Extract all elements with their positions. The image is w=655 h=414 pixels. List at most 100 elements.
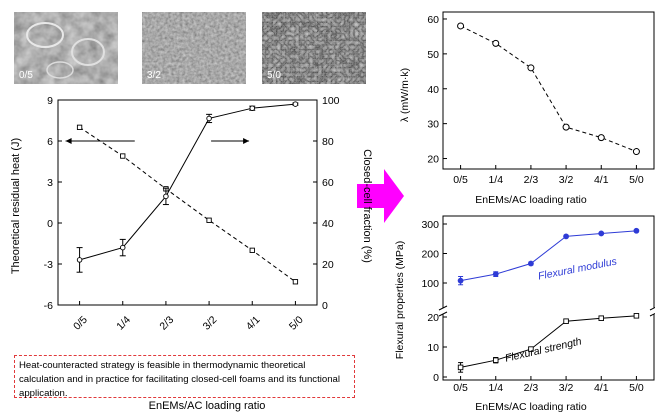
lambda-point: [492, 39, 500, 47]
chart2-ylabel: λ (mW/m·k): [399, 68, 411, 122]
x-tick-label: 0/5: [453, 382, 468, 394]
y-tick-label: 60: [427, 14, 439, 26]
micrograph-label: 5/0: [267, 70, 281, 81]
flexural-strength-point: [598, 315, 605, 321]
chart3-ylabel: Flexural properties (MPa): [394, 241, 406, 359]
y2-tick-label: 20: [322, 259, 334, 271]
lambda-point: [457, 22, 465, 30]
axis-break-mark: [438, 311, 448, 317]
x-tick-label: 4/1: [244, 314, 263, 333]
chart1-frame: [57, 99, 318, 306]
y-tick-label: 10: [427, 342, 439, 354]
y-tick-label: 6: [47, 136, 53, 148]
closed-cell-point: [249, 105, 255, 111]
y-tick-label: 20: [427, 312, 439, 324]
x-tick-label: 2/3: [524, 382, 539, 394]
y2-tick-label: 60: [322, 177, 334, 189]
y-tick-label: 20: [427, 154, 439, 166]
closed-cell-point: [206, 115, 212, 122]
micrograph-3-2: 3/2: [142, 12, 246, 84]
x-tick-label: 2/3: [524, 174, 539, 186]
chart-flexural: 100 200 300 0 10 20 0/5 1/4 2/3 3/2 4/1 5/0 EnEMs/A…: [394, 215, 655, 413]
y-tick-label: -6: [44, 300, 53, 312]
x-tick-label: 2/3: [157, 314, 176, 333]
axis-break-mark: [649, 306, 655, 311]
conclusion-note: Heat-counteracted strategy is feasible i…: [14, 355, 355, 399]
right-axis-arrowhead: [243, 138, 250, 144]
flexural-strength-point: [633, 313, 640, 319]
flexural-strength-point: [493, 357, 499, 363]
x-tick-label: 4/1: [594, 382, 609, 394]
residual-heat-point: [206, 217, 212, 223]
x-tick-label: 0/5: [453, 174, 468, 186]
y-tick-label: 200: [421, 249, 439, 261]
y2-tick-label: 80: [322, 136, 334, 148]
y-tick-label: 300: [421, 219, 439, 231]
residual-heat-point: [120, 153, 126, 159]
lambda-point: [632, 148, 640, 156]
y-tick-label: 0: [433, 372, 439, 384]
series-line-flexural-modulus: [460, 230, 637, 282]
micrograph-label: 0/5: [19, 70, 33, 81]
series-line-flexural-strength: [460, 315, 637, 368]
flexural-strength-point: [457, 364, 464, 371]
closed-cell-point: [292, 101, 299, 107]
closed-cell-point: [119, 244, 126, 251]
y-tick-label: 100: [421, 278, 439, 290]
series-line-residual-heat: [79, 126, 296, 283]
x-tick-label: 5/0: [629, 382, 644, 394]
chart-residual-heat: -6 -3 0 3 6 9 0 20 40 60 80 100 0/5 1/4 2/3 3/2 4/1 5/0 E…: [10, 95, 373, 412]
lambda-point: [562, 123, 570, 131]
transition-arrow: [357, 169, 404, 223]
micrograph-0-5: 0/5: [14, 12, 118, 84]
y2-tick-label: 40: [322, 218, 334, 230]
y-tick-label: 30: [427, 119, 439, 131]
x-tick-label: 1/4: [488, 174, 503, 186]
modulus-series-label: Flexural modulus: [537, 255, 619, 282]
series-line-closed-cell: [79, 103, 296, 261]
y-tick-label: -3: [44, 259, 53, 271]
y2-tick-label: 100: [322, 95, 340, 107]
y-tick-label: 50: [427, 49, 439, 61]
lambda-point: [527, 64, 535, 72]
residual-heat-point: [249, 247, 255, 253]
flexural-modulus-point: [528, 260, 534, 267]
chart3-upper-frame: [442, 215, 655, 308]
chart-thermal-conductivity: 20 30 40 50 60 0/5 1/4 2/3 3/2 4/1 5/0 EnEMs/AC lo…: [399, 11, 655, 206]
closed-cell-point: [76, 257, 83, 263]
residual-heat-point: [76, 124, 83, 130]
x-tick-label: 3/2: [559, 382, 574, 394]
series-line-lambda: [460, 25, 637, 153]
y-tick-label: 0: [47, 218, 53, 230]
y-tick-label: 9: [47, 95, 53, 107]
y-tick-label: 40: [427, 84, 439, 96]
closed-cell-point: [163, 193, 169, 200]
residual-heat-point: [292, 279, 299, 285]
chart1-xlabel: EnEMs/AC loading ratio: [149, 400, 266, 412]
flexural-modulus-point: [633, 227, 640, 234]
micrograph-label: 3/2: [147, 70, 161, 81]
axis-break-mark: [649, 312, 655, 317]
chart2-xlabel: EnEMs/AC loading ratio: [475, 194, 587, 206]
left-axis-arrowhead: [65, 138, 72, 144]
flexural-modulus-point: [492, 271, 499, 278]
x-tick-label: 1/4: [114, 314, 133, 333]
chart3-xlabel: EnEMs/AC loading ratio: [475, 401, 587, 413]
x-tick-label: 4/1: [594, 174, 609, 186]
y2-tick-label: 0: [322, 300, 328, 312]
y-tick-label: 3: [47, 177, 53, 189]
lambda-point: [597, 134, 605, 142]
flexural-strength-point: [528, 346, 534, 352]
flexural-modulus-point: [563, 233, 569, 240]
x-tick-label: 1/4: [488, 382, 503, 394]
chart2-frame: [442, 11, 655, 170]
x-tick-label: 3/2: [201, 314, 220, 333]
x-tick-label: 0/5: [71, 314, 90, 333]
flexural-strength-point: [563, 318, 569, 324]
axis-break-mark: [438, 305, 448, 311]
x-tick-label: 3/2: [559, 174, 574, 186]
chart1-ylabel: Theoretical residual heat (J): [10, 138, 22, 274]
flexural-modulus-point: [598, 230, 605, 237]
chart1-y2label: Closed-cell fraction (%): [361, 149, 373, 263]
